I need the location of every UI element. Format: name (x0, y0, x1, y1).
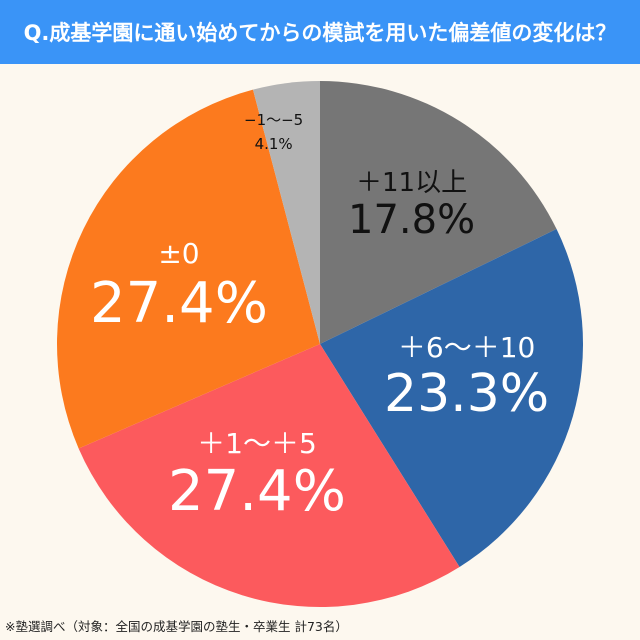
slice-category: ＋6〜＋10 (397, 331, 536, 364)
pie-slice-4 (252, 81, 320, 344)
slice-category: −1〜−5 (244, 111, 304, 129)
slice-category: ＋1〜＋5 (197, 427, 317, 460)
pie-slice-3 (57, 89, 321, 449)
source-note-text: ※塾選調べ（対象：全国の成基学園の塾生・卒業生 計73名） (5, 619, 348, 634)
source-note: ※塾選調べ（対象：全国の成基学園の塾生・卒業生 計73名） (5, 616, 348, 635)
slice-percent: 27.4% (168, 459, 346, 524)
pie-slice-0 (320, 81, 557, 344)
slice-label-zero: ±0 27.4% (90, 240, 268, 332)
chart-title-banner: Q.成基学園に通い始めてからの模試を用いた偏差値の変化は？ (0, 0, 640, 64)
pie-slice-1 (320, 229, 583, 567)
slice-percent: 17.8% (348, 197, 476, 243)
slice-label-plus1-5: ＋1〜＋5 27.4% (168, 430, 346, 520)
slice-label-plus6-10: ＋6〜＋10 23.3% (384, 331, 550, 424)
slice-category: ±0 (158, 237, 200, 270)
slice-label-minus1-5: −1〜−5 4.1% (244, 113, 303, 152)
pie-slice-2 (78, 344, 460, 607)
slice-category: ＋11以上 (355, 168, 468, 198)
slice-percent: 4.1% (254, 135, 293, 153)
slice-percent: 23.3% (384, 364, 550, 424)
slice-label-plus11: ＋11以上 17.8% (348, 170, 475, 240)
slice-percent: 27.4% (90, 271, 268, 336)
chart-title: Q.成基学園に通い始めてからの模試を用いた偏差値の変化は？ (23, 21, 617, 45)
